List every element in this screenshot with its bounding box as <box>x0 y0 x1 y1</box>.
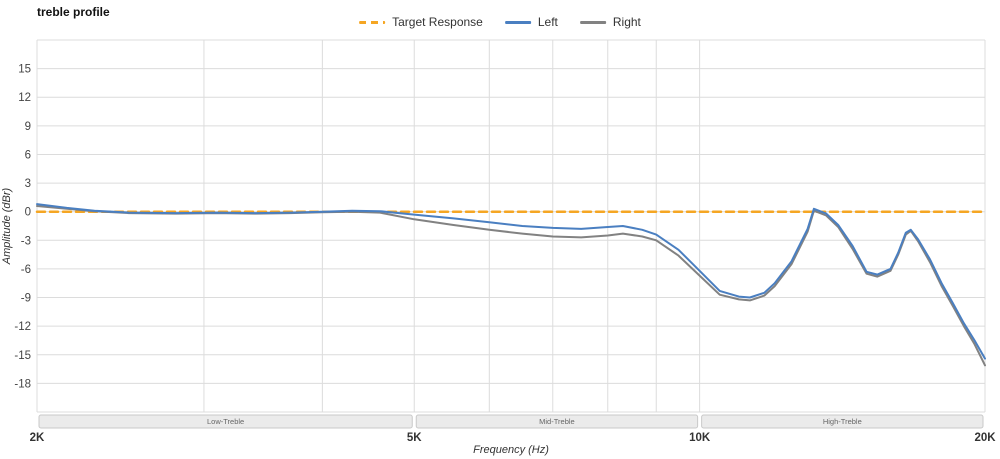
range-band <box>38 414 413 429</box>
x-tick-label: 2K <box>30 432 45 444</box>
y-tick-label: -15 <box>14 350 31 362</box>
legend-item-left[interactable]: Left <box>504 15 558 29</box>
x-axis-label: Frequency (Hz) <box>473 444 549 456</box>
legend: Target Response Left Right <box>359 15 641 29</box>
legend-item-right[interactable]: Right <box>579 15 641 29</box>
y-tick-label: 12 <box>18 92 31 104</box>
y-tick-label: 9 <box>25 121 31 133</box>
legend-swatch-dashed-line <box>359 20 386 24</box>
y-tick-label: -18 <box>14 378 31 390</box>
y-tick-label: 0 <box>25 207 31 219</box>
legend-swatch-solid-line <box>579 20 606 24</box>
y-tick-label: -3 <box>21 235 31 247</box>
y-tick-label: 15 <box>18 64 31 76</box>
legend-item-target-response[interactable]: Target Response <box>359 15 483 29</box>
y-tick-label: -9 <box>21 293 31 305</box>
y-tick-label: 3 <box>25 178 31 190</box>
range-band-label: Low-Treble <box>207 417 244 426</box>
x-tick-label: 20K <box>974 432 996 444</box>
legend-label: Target Response <box>392 15 483 29</box>
y-axis-label: Amplitude (dBr) <box>1 187 13 265</box>
x-tick-label: 10K <box>689 432 711 444</box>
range-band <box>415 414 699 429</box>
series-line-right <box>36 205 986 367</box>
y-tick-label: -6 <box>21 264 31 276</box>
range-band-label: Mid-Treble <box>539 417 575 426</box>
series-line-left <box>36 203 986 360</box>
y-tick-label: 6 <box>25 149 31 161</box>
range-band-label: High-Treble <box>823 417 862 426</box>
legend-label: Right <box>612 15 641 29</box>
range-band <box>701 414 984 429</box>
x-tick-label: 5K <box>407 432 422 444</box>
legend-label: Left <box>537 15 558 29</box>
chart-title: treble profile <box>37 5 110 19</box>
y-tick-label: -12 <box>14 321 31 333</box>
legend-swatch-solid-line <box>504 20 531 24</box>
